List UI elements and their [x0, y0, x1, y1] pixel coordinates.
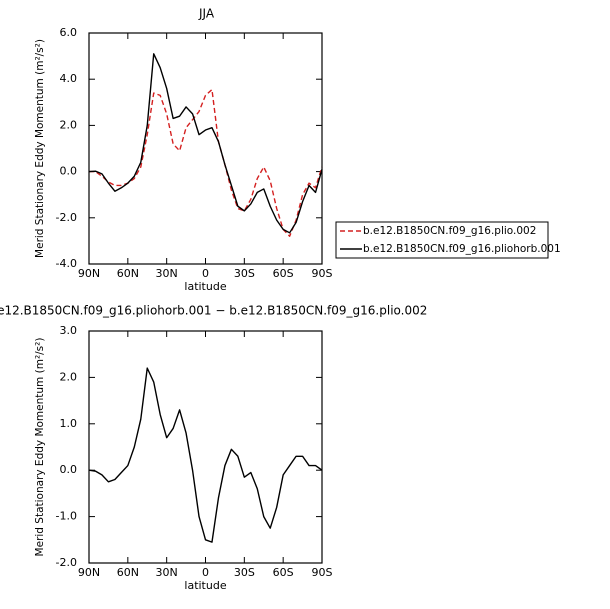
y-tick-label: -4.0	[56, 257, 77, 270]
legend-label: b.e12.B1850CN.f09_g16.pliohorb.001	[363, 243, 561, 255]
y-tick-label: -1.0	[56, 510, 77, 523]
y-tick-label: -2.0	[56, 556, 77, 569]
x-tick-label: 60N	[117, 566, 139, 579]
plot-frame	[88, 32, 323, 265]
y-tick-label: 0.0	[60, 165, 78, 178]
y-tick-label: 6.0	[60, 26, 78, 39]
x-tick-label: 60S	[273, 566, 294, 579]
data-line	[89, 88, 323, 237]
x-tick-label: 90N	[78, 566, 100, 579]
y-tick-label: 2.0	[60, 370, 78, 383]
chart-title: JJA	[198, 7, 215, 21]
x-tick-label: 30N	[156, 566, 178, 579]
x-axis-label: latitude	[184, 280, 226, 293]
data-line	[88, 53, 323, 234]
x-tick-label: 30S	[234, 566, 255, 579]
legend-box	[335, 221, 549, 259]
y-tick-label: 0.0	[60, 463, 78, 476]
x-axis-label: latitude	[184, 579, 226, 592]
x-tick-label: 0	[202, 267, 209, 280]
y-tick-label: 2.0	[60, 118, 78, 131]
y-tick-label: 4.0	[60, 72, 78, 85]
chart-title: b.e12.B1850CN.f09_g16.pliohorb.001 − b.e…	[0, 304, 427, 318]
plot-frame	[88, 330, 323, 564]
x-tick-label: 90N	[78, 267, 100, 280]
x-tick-label: 60S	[273, 267, 294, 280]
x-tick-label: 90S	[312, 566, 333, 579]
data-line	[88, 367, 323, 543]
x-tick-label: 90S	[312, 267, 333, 280]
x-tick-label: 0	[202, 566, 209, 579]
x-tick-label: 60N	[117, 267, 139, 280]
x-tick-label: 30N	[156, 267, 178, 280]
y-axis-label: Merid Stationary Eddy Momentum (m²/s²)	[34, 338, 46, 557]
y-tick-label: -2.0	[56, 211, 77, 224]
y-tick-label: 3.0	[60, 324, 78, 337]
x-tick-label: 30S	[234, 267, 255, 280]
y-tick-label: 1.0	[60, 417, 78, 430]
y-axis-label: Merid Stationary Eddy Momentum (m²/s²)	[34, 39, 46, 258]
legend-label: b.e12.B1850CN.f09_g16.plio.002	[363, 225, 536, 237]
